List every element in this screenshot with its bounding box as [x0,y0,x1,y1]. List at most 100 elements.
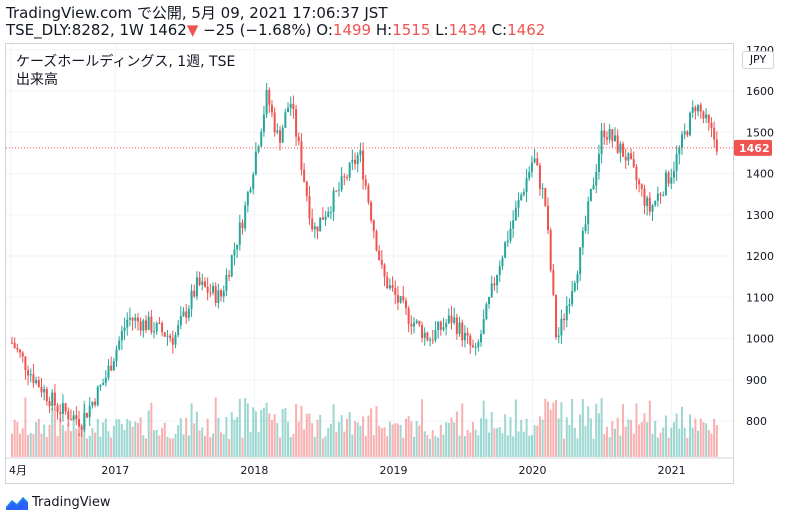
volume-bar [707,429,710,457]
candle-body [260,131,263,147]
candle-body [112,361,115,371]
candle-body [445,323,448,328]
candle-body [552,270,555,295]
volume-bar [445,422,448,457]
volume-bar [375,406,378,457]
candle-body [490,283,493,297]
volume-bar [538,416,541,457]
symbol-label: TSE_DLY:8282, 1W 1462 [6,21,187,39]
candle-body [91,401,94,406]
last-price-label: 1462 [739,142,770,155]
volume-bar [115,419,118,457]
volume-bar [683,427,686,457]
volume-bar [463,436,466,457]
candle-body [59,412,62,414]
volume-bar [418,425,421,457]
y-tick-label: 1400 [746,168,774,181]
volume-bar [319,414,322,457]
volume-bar [686,437,689,457]
volume-bar [281,409,284,457]
candle-body [544,188,547,206]
candle-body [576,274,579,284]
volume-bar [88,435,91,457]
candle-body [120,330,123,341]
volume-bar [201,427,204,457]
candle-body [177,325,180,335]
chart-pane[interactable] [5,43,734,484]
volume-bar [423,431,426,457]
volume-bar [595,403,598,457]
candle-body [335,190,338,192]
volume-bar [80,423,83,457]
volume-bar [453,422,456,457]
candle-body [407,308,410,324]
volume-bar [214,397,217,457]
candle-body [67,411,70,420]
volume-bar [565,417,568,457]
candle-body [72,415,75,420]
volume-bar [297,421,300,457]
candle-body [541,188,544,190]
volume-bar [48,424,51,457]
volume-bar [56,436,59,457]
candle-body [270,104,273,113]
candle-body [134,317,137,321]
candle-body [391,285,394,289]
pane-title: ケーズホールディングス, 1週, TSE [16,54,236,70]
volume-bar [421,399,424,457]
volume-bar [557,418,560,457]
volume-bar [112,425,115,457]
x-tick-label: 2020 [519,464,547,477]
volume-bar [664,415,667,457]
volume-bar [630,420,633,457]
candle-body [705,114,708,119]
x-tick-label: 2019 [379,464,407,477]
volume-bar [488,432,491,457]
volume-bar [147,410,150,457]
candle-body [185,311,188,318]
candle-body [517,200,520,208]
volume-bar [284,408,287,457]
candle-body [150,316,153,333]
volume-bar [329,423,332,457]
volume-bar [710,433,713,457]
volume-bar [257,431,260,457]
currency-button[interactable]: JPY [742,51,774,69]
volume-bar [480,418,482,457]
volume-bar [622,404,625,457]
candle-body [35,380,38,384]
volume-bar [675,413,678,457]
candle-body [351,159,354,163]
candle-body [284,112,287,128]
volume-bar [702,421,705,457]
volume-bar [466,429,469,457]
candle-body [474,346,477,348]
volume-bar [311,423,314,457]
candle-body [461,322,464,341]
volume-bar [209,437,212,457]
volume-bar [694,418,697,457]
volume-bar [461,403,464,457]
volume-bar [174,433,177,457]
candle-body [88,405,91,418]
volume-bar [391,424,394,457]
candle-body [225,275,228,291]
candle-body [571,290,574,305]
candle-body [501,257,504,267]
volume-bar [678,428,681,457]
candle-body [276,130,279,133]
candle-body [43,389,46,393]
candle-body [220,290,223,297]
volume-bar [91,428,94,457]
open-value: 1499 [332,21,372,39]
candle-body [214,285,217,303]
volume-bar [45,437,48,457]
candle-body [600,130,603,154]
candle-body [236,244,239,250]
volume-bar [182,434,185,457]
x-tick-label: 2021 [658,464,686,477]
candle-body [268,89,271,105]
volume-bar [308,413,311,457]
volume-bar [131,426,134,457]
